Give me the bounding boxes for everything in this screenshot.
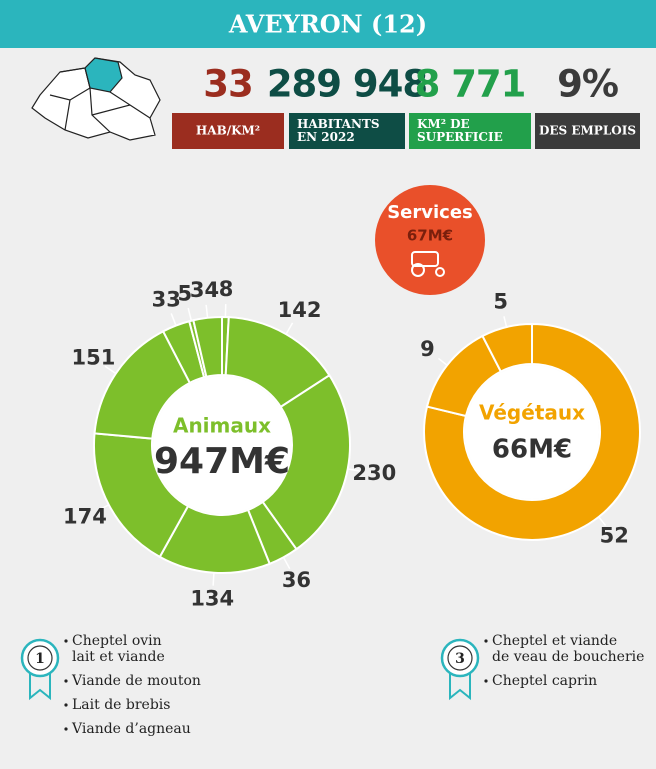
services-title: Services: [387, 202, 473, 223]
segment-label: 151: [71, 345, 115, 369]
segment-label: 8: [219, 277, 234, 301]
bullet: [64, 639, 68, 643]
donut-total: 947M€: [154, 441, 290, 482]
segment-label: 52: [600, 524, 629, 548]
list-item: lait et viande: [72, 649, 165, 665]
medal-inner: [447, 645, 473, 671]
tractor-wheel: [435, 267, 445, 277]
leader-line: [285, 322, 294, 335]
map: [31, 57, 161, 141]
stat-label: DES EMPLOIS: [539, 124, 636, 138]
leader-line: [437, 357, 448, 366]
segment-label: 5: [178, 282, 193, 306]
segment-label: 142: [278, 298, 322, 322]
medal-inner: [27, 645, 53, 671]
segment-label: 174: [63, 504, 107, 528]
list-item: Viande d’agneau: [71, 721, 191, 737]
leader-line: [503, 316, 508, 328]
leader-line: [205, 304, 209, 318]
leader-line: [282, 556, 291, 570]
title: AVEYRON (12): [228, 10, 427, 39]
leader-line: [187, 307, 193, 321]
stat-box: [535, 113, 640, 149]
stat-value: 33: [203, 63, 253, 106]
list-item: de veau de boucherie: [492, 649, 644, 665]
header-bar: [0, 0, 656, 48]
segment-label: 34: [190, 278, 219, 302]
segment-label: 33: [152, 287, 181, 311]
donut-total: 66M€: [492, 435, 572, 465]
list-item: Cheptel ovin: [72, 633, 162, 649]
list-item: Cheptel caprin: [492, 673, 597, 689]
leader-line: [598, 516, 607, 527]
stat-label: EN 2022: [297, 130, 355, 144]
stat-value: 289 948: [267, 63, 427, 106]
donut-title: Animaux: [173, 414, 271, 438]
segment-label: 134: [190, 587, 234, 611]
stat-label: HABITANTS: [297, 117, 380, 131]
leader-line: [96, 504, 110, 512]
stat-value: 8 771: [415, 63, 526, 106]
stat-box: [172, 113, 284, 149]
rank-number: 3: [455, 651, 465, 667]
segment-label: 9: [420, 337, 435, 361]
segment-label: 5: [493, 290, 508, 314]
bullet: [484, 679, 488, 683]
rank-number: 1: [35, 651, 45, 667]
bullet: [64, 727, 68, 731]
stat-label: KM² DE: [417, 117, 470, 131]
bullet: [484, 639, 488, 643]
leader-line: [212, 572, 215, 586]
leader-line: [347, 468, 361, 473]
leader-line: [104, 365, 117, 375]
bullet: [64, 703, 68, 707]
bullet: [64, 679, 68, 683]
ribbon: [29, 672, 51, 701]
stat-box: [289, 113, 405, 149]
donut-center: [153, 376, 291, 514]
donut-title: Végétaux: [479, 401, 585, 425]
donut-segment: [192, 315, 223, 378]
list-item: Cheptel et viande: [492, 633, 617, 649]
stat-value: 9%: [557, 63, 618, 106]
donut-segment: [261, 373, 351, 551]
stat-label: HAB/KM²: [196, 124, 260, 138]
ribbon: [449, 672, 471, 701]
stat-box: [409, 113, 531, 149]
leader-line: [170, 313, 177, 326]
tractor-icon: [411, 251, 439, 267]
services-circle: [375, 185, 485, 295]
segment-label: 230: [352, 461, 396, 485]
stat-label: SUPERFICIE: [417, 130, 503, 144]
donut-center: [465, 365, 599, 499]
donut-segment: [423, 322, 641, 541]
tractor-wheel: [411, 263, 425, 277]
segment-label: 36: [282, 568, 311, 592]
donut-segment: [481, 322, 533, 373]
services-total: 67M€: [407, 227, 453, 245]
list-item: Viande de mouton: [71, 673, 201, 689]
list-item: Lait de brebis: [72, 697, 170, 713]
